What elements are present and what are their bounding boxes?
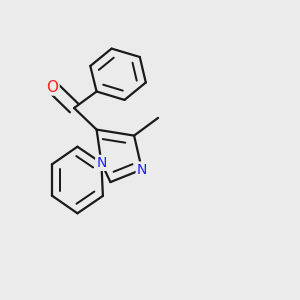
Text: N: N — [96, 156, 106, 170]
Text: N: N — [137, 163, 147, 176]
Text: O: O — [46, 80, 58, 94]
